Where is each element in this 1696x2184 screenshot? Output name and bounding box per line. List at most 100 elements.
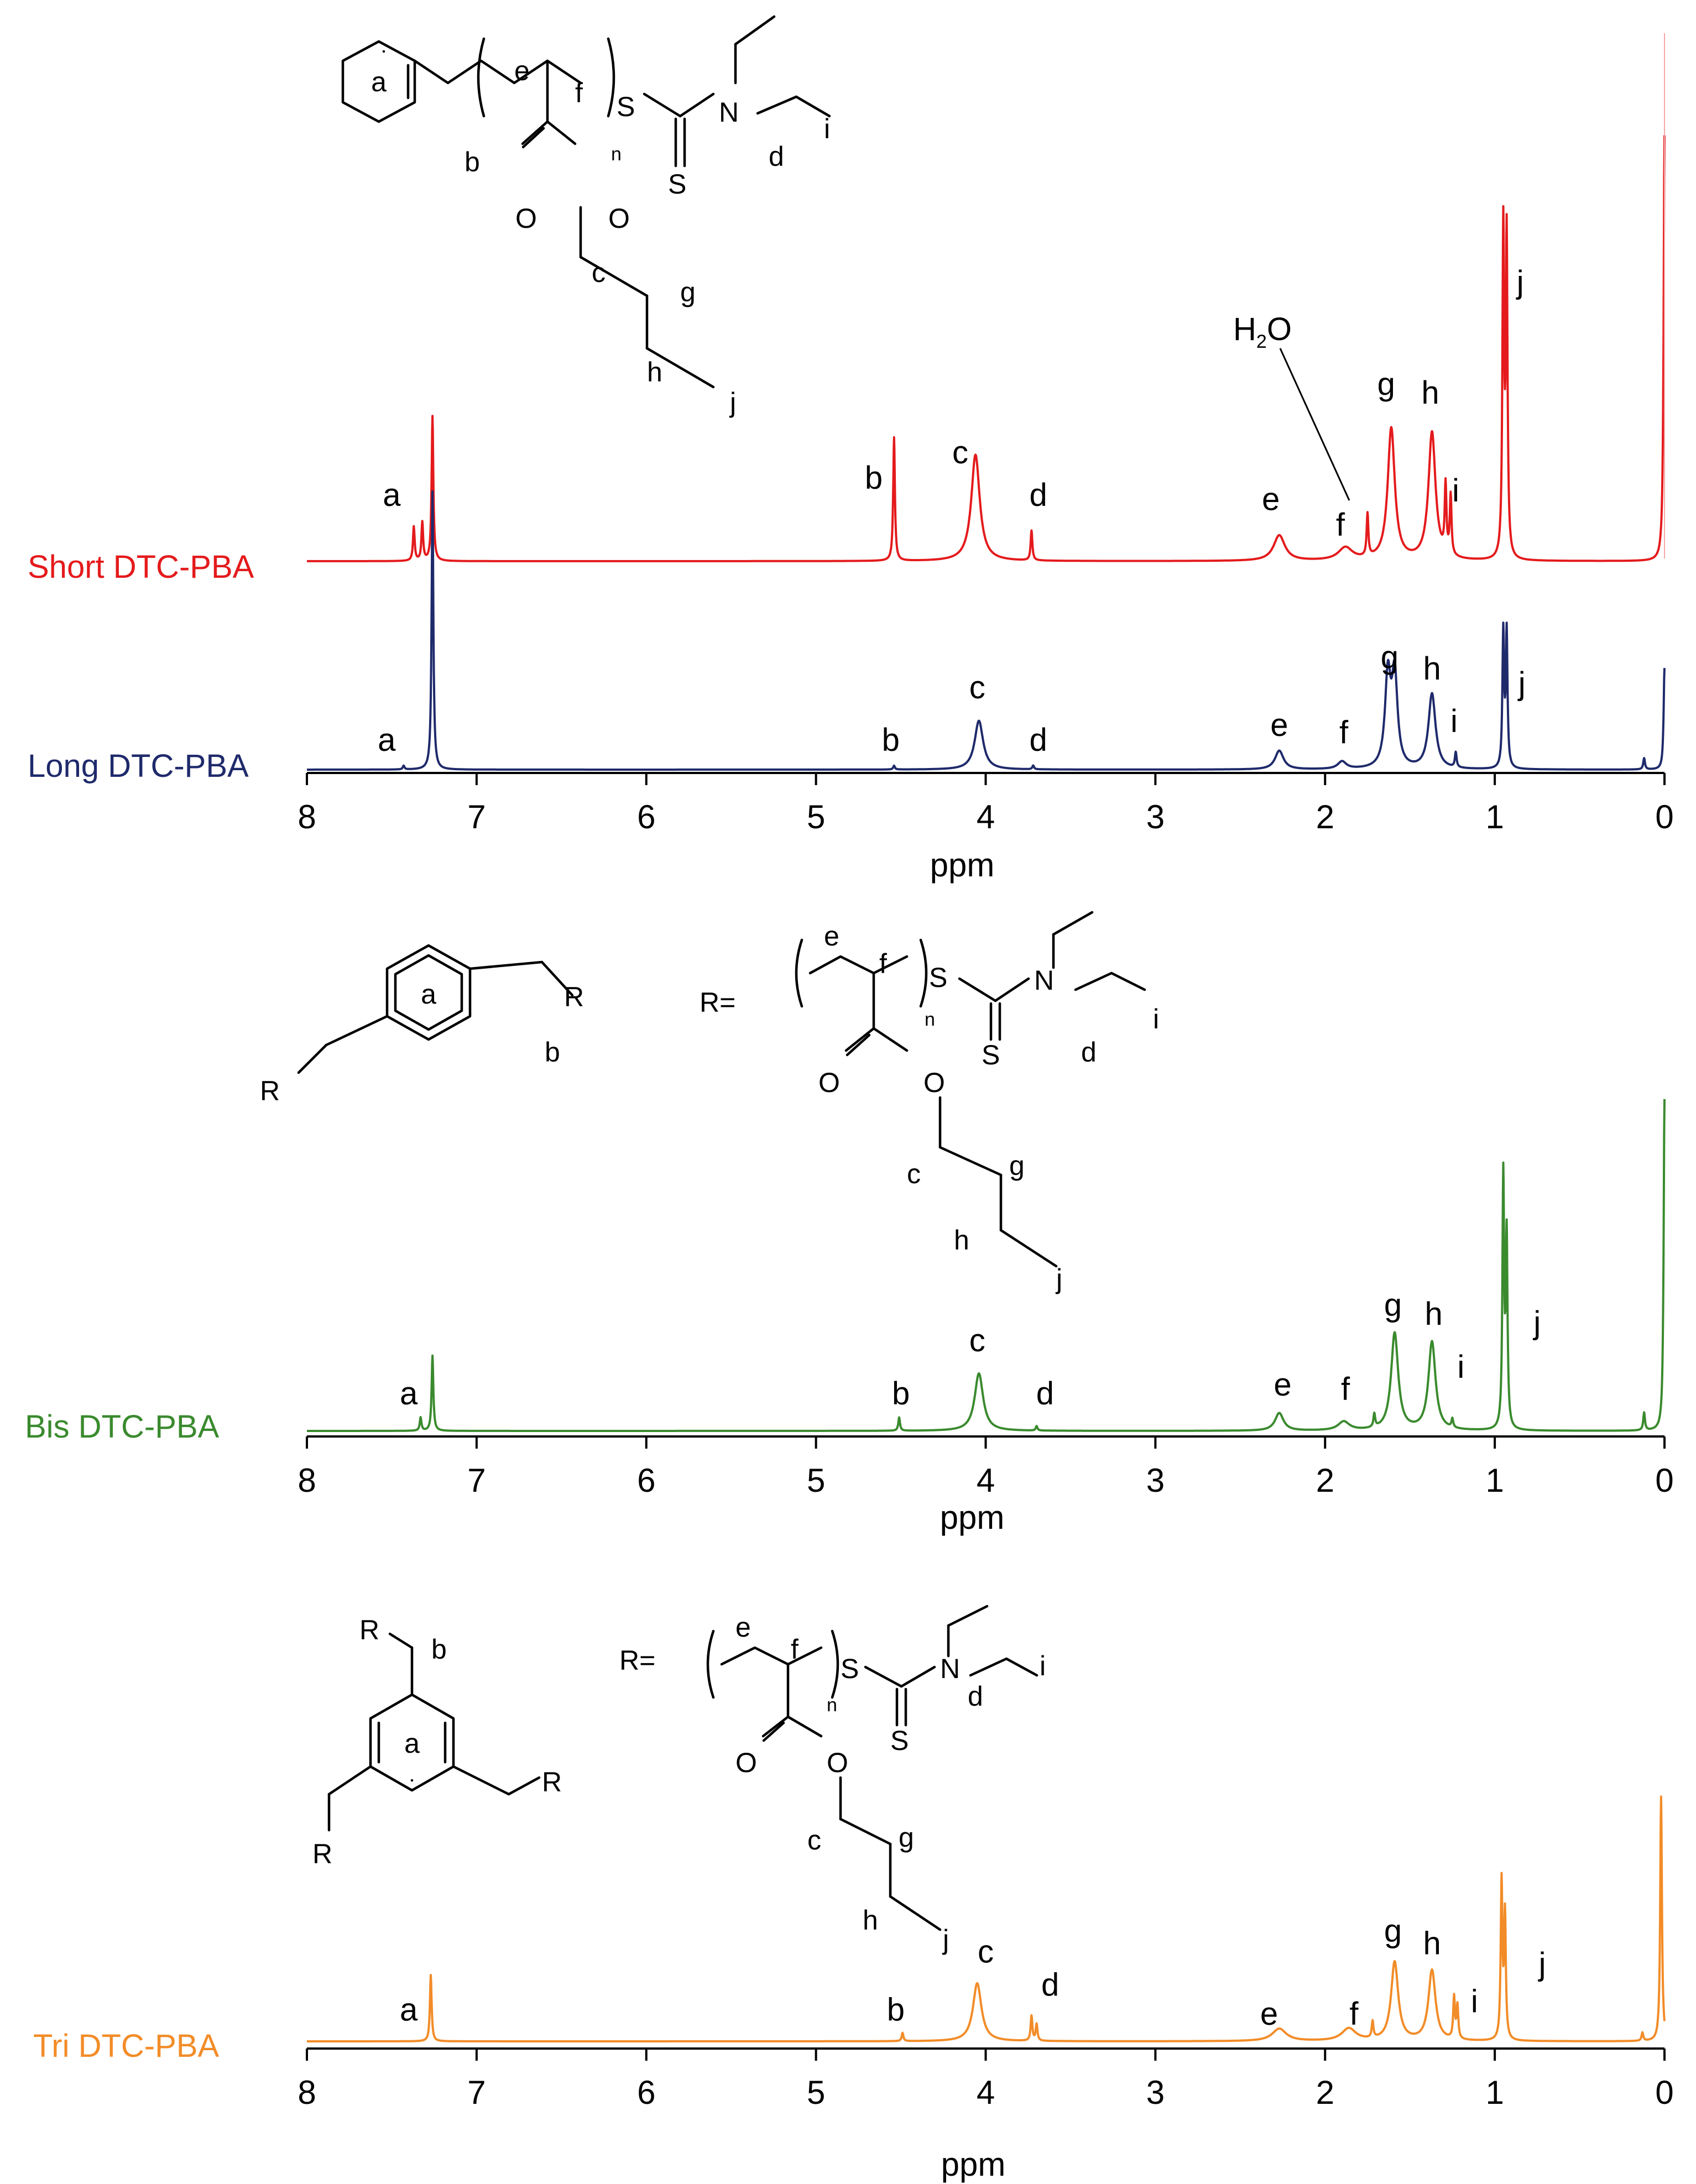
struct1-n: n xyxy=(611,144,622,165)
x-tick-label: 3 xyxy=(1146,2074,1165,2111)
struct2-label-h: h xyxy=(954,1225,969,1256)
x-tick-label: 5 xyxy=(807,798,825,835)
peak-label-f: f xyxy=(1339,714,1349,750)
x-tick-label: 8 xyxy=(298,2074,316,2111)
peak-label-j: j xyxy=(1516,264,1524,300)
struct2-label-c: c xyxy=(907,1158,921,1189)
struct3-label-h: h xyxy=(863,1905,878,1936)
peak-label-d: d xyxy=(1041,1967,1059,2003)
peak-label-c: c xyxy=(969,1323,985,1359)
struct2-label-g: g xyxy=(1009,1150,1025,1181)
struct3-label-i: i xyxy=(1040,1650,1046,1681)
structure-bis: R R a b R= S N S O O n c d e f g h i xyxy=(260,911,1159,1294)
peak-label-d: d xyxy=(1029,722,1047,758)
x-tick-label: 6 xyxy=(637,798,655,835)
struct2-atom-1: S xyxy=(929,962,947,993)
peak-label-f: f xyxy=(1336,507,1345,543)
peak-label-b: b xyxy=(882,722,900,758)
peak-label-c: c xyxy=(952,435,968,471)
struct3-label-j: j xyxy=(942,1924,949,1955)
struct3-label-a: a xyxy=(404,1728,420,1759)
peak-label-g: g xyxy=(1381,639,1398,675)
axis-bottom-title: ppm xyxy=(941,2146,1006,2183)
struct1-label-b: b xyxy=(465,147,480,177)
struct3-r-equals: R= xyxy=(619,1645,655,1676)
struct3-label-d: d xyxy=(968,1681,983,1712)
struct1-label-d: d xyxy=(769,141,784,172)
x-tick-label: 0 xyxy=(1655,798,1673,835)
peak-label-e: e xyxy=(1274,1367,1291,1403)
tick-layer: 8 7 6 5 4 3 2 1 0 8 7 6 5 4 3 2 1 0 8 7 6 5 4 3 2 1 0 xyxy=(298,773,1674,2111)
peak-label-f: f xyxy=(1341,1371,1350,1407)
struct2-label-b: b xyxy=(545,1037,560,1068)
x-tick-label: 4 xyxy=(977,798,995,835)
peak-label-d: d xyxy=(1036,1376,1054,1412)
peak-label-i: i xyxy=(1450,703,1458,739)
peak-label-i: i xyxy=(1457,1349,1464,1385)
series-label-tri: Tri DTC-PBA xyxy=(33,2028,219,2064)
struct3-atom-2: N xyxy=(940,1653,960,1684)
struct2-label-j: j xyxy=(1055,1263,1062,1294)
x-tick-label: 7 xyxy=(467,1462,486,1499)
axis-middle-title: ppm xyxy=(940,1499,1005,1536)
struct2-label-e: e xyxy=(824,921,839,952)
struct3-atom-r2: R xyxy=(542,1767,562,1798)
peak-label-b: b xyxy=(892,1376,910,1412)
peak-label-c: c xyxy=(978,1934,994,1970)
x-tick-label: 4 xyxy=(977,1462,995,1499)
x-tick-label: 4 xyxy=(977,2074,995,2111)
structure-tri: R R R a b R= S N S O O n c d e f g h xyxy=(312,1605,1046,1955)
peak-label-e: e xyxy=(1270,707,1288,743)
struct1-atom-3: S xyxy=(668,169,686,200)
x-tick-label: 1 xyxy=(1485,1462,1504,1499)
x-tick-label: 5 xyxy=(807,1462,825,1499)
peak-label-g: g xyxy=(1384,1287,1402,1323)
struct2-label-d: d xyxy=(1081,1037,1097,1068)
peak-label-c: c xyxy=(969,670,985,706)
struct3-atom-1: S xyxy=(841,1653,859,1684)
peak-label-e: e xyxy=(1262,482,1280,518)
struct3-atom-3: S xyxy=(890,1725,909,1756)
peak-label-h: h xyxy=(1423,651,1441,687)
struct1-label-g: g xyxy=(680,276,696,307)
structure-linear: S N S O O n a b c d e f g h i j xyxy=(341,15,831,418)
struct2-atom-2: N xyxy=(1034,965,1054,996)
x-tick-label: 0 xyxy=(1655,2074,1673,2111)
series-label-long: Long DTC-PBA xyxy=(28,748,249,784)
struct1-atom-2: N xyxy=(719,97,739,128)
peak-label-h: h xyxy=(1424,1296,1442,1332)
peak-label-h: h xyxy=(1423,1926,1441,1962)
peak-label-h: h xyxy=(1421,375,1439,411)
spectrum-line-tri xyxy=(306,1795,1666,2042)
struct2-label-f: f xyxy=(879,948,887,979)
struct1-label-j: j xyxy=(729,387,736,418)
struct3-label-b: b xyxy=(431,1634,447,1665)
peak-label-f: f xyxy=(1349,1996,1359,2032)
peak-label-i: i xyxy=(1452,473,1459,509)
struct1-label-a: a xyxy=(371,66,387,97)
struct2-label-i: i xyxy=(1153,1004,1159,1034)
peak-label-e: e xyxy=(1260,1996,1278,2032)
x-tick-label: 2 xyxy=(1316,1462,1334,1499)
x-tick-label: 3 xyxy=(1146,1462,1165,1499)
peak-label-i: i xyxy=(1471,1984,1478,2020)
x-tick-label: 8 xyxy=(298,798,316,835)
x-tick-label: 2 xyxy=(1316,2074,1334,2111)
peak-label-j: j xyxy=(1517,666,1526,702)
x-tick-label: 6 xyxy=(637,2074,655,2111)
x-tick-label: 1 xyxy=(1485,2074,1504,2111)
peak-label-b: b xyxy=(887,1992,905,2028)
struct1-label-c: c xyxy=(592,257,606,288)
axis-top-title: ppm xyxy=(930,847,995,884)
peak-label-g: g xyxy=(1377,367,1395,403)
water-label: H2O xyxy=(1233,311,1292,352)
struct2-r-equals: R= xyxy=(700,987,735,1018)
peak-label-j: j xyxy=(1532,1305,1541,1341)
series-label-short: Short DTC-PBA xyxy=(28,549,254,585)
peak-label-g: g xyxy=(1384,1913,1402,1949)
struct1-label-h: h xyxy=(647,357,662,388)
struct3-atom-5: O xyxy=(827,1747,848,1778)
struct1-atom-4: O xyxy=(515,203,537,234)
spectrum-line-long xyxy=(306,490,1666,771)
peak-label-j: j xyxy=(1538,1946,1546,1982)
